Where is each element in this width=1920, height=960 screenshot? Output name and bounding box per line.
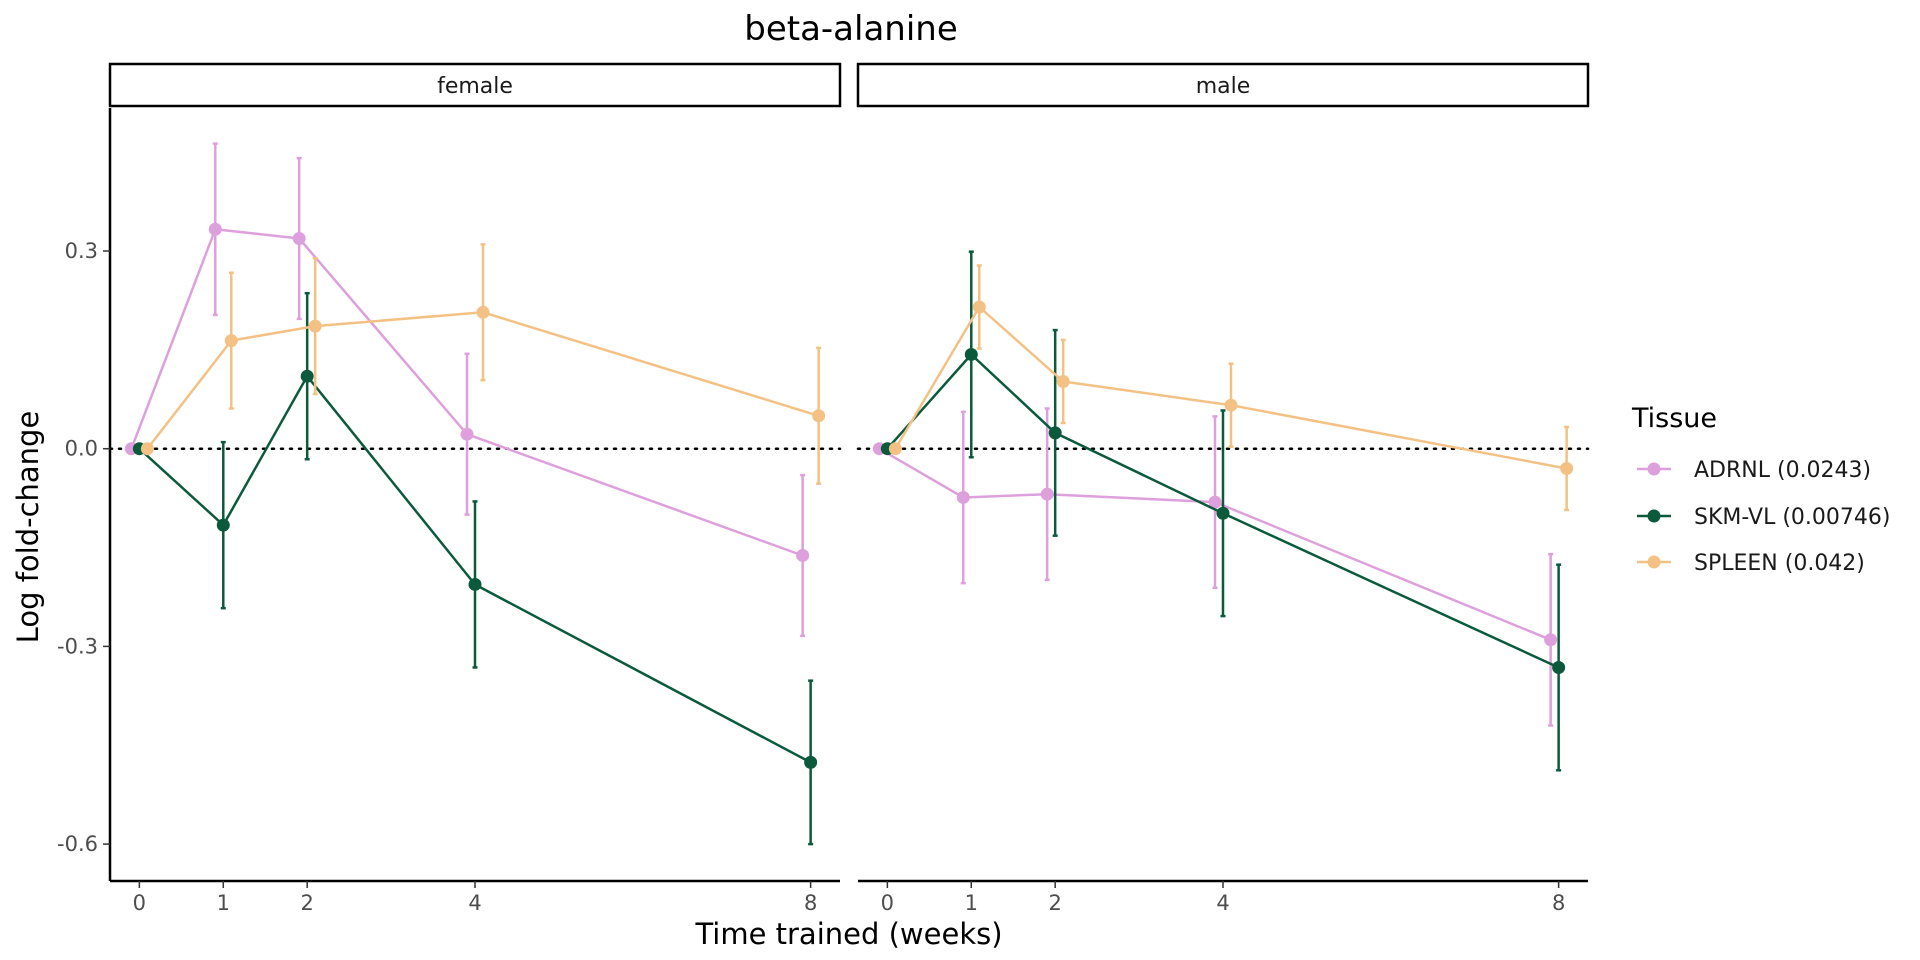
legend-key-point — [1647, 509, 1661, 523]
legend-item-spleen: SPLEEN (0.042) — [1637, 551, 1865, 576]
legend-key-point — [1647, 462, 1661, 476]
data-point-spleen — [888, 442, 902, 456]
legend-label-skm-vl: SKM-VL (0.00746) — [1694, 505, 1890, 530]
axes-layer: 0 1 2 4 8 0 1 2 4 8 0.3 0.0 -0.3 -0.6 — [57, 108, 1590, 915]
data-point-spleen — [972, 300, 986, 314]
data-point-skm-vl — [468, 577, 482, 591]
data-point-skm-vl — [964, 347, 978, 361]
data-point-adrnl — [1544, 633, 1558, 647]
y-tick-label: -0.3 — [57, 634, 98, 658]
data-point-spleen — [140, 442, 154, 456]
data-point-spleen — [1224, 398, 1238, 412]
strip-male-label: male — [1196, 74, 1251, 99]
strip-female-label: female — [437, 74, 513, 99]
legend-key-point — [1647, 555, 1661, 569]
y-tick-label: 0.0 — [65, 437, 98, 461]
x-axis-title: Time trained (weeks) — [694, 917, 1002, 951]
chart-title: beta-alanine — [744, 9, 958, 49]
strip-male-box — [856, 62, 1590, 108]
data-point-spleen — [308, 319, 322, 333]
data-point-skm-vl — [216, 518, 230, 532]
x-tick-label: 4 — [1216, 891, 1229, 915]
data-point-skm-vl — [1048, 426, 1062, 440]
x-tick-label: 8 — [804, 891, 817, 915]
legend-item-skm-vl: SKM-VL (0.00746) — [1637, 505, 1890, 530]
data-point-adrnl — [1208, 495, 1222, 509]
data-point-spleen — [1560, 461, 1574, 475]
x-tick-label: 1 — [217, 891, 230, 915]
legend-label-spleen: SPLEEN (0.042) — [1694, 551, 1865, 576]
legend-item-adrnl: ADRNL (0.0243) — [1637, 458, 1871, 483]
data-point-skm-vl — [1552, 660, 1566, 674]
y-axis-title: Log fold-change — [11, 411, 45, 644]
x-tick-label: 0 — [133, 891, 146, 915]
data-point-adrnl — [956, 490, 970, 504]
data-point-adrnl — [1040, 487, 1054, 501]
data-point-adrnl — [460, 427, 474, 441]
data-point-skm-vl — [1216, 506, 1230, 520]
legend-title: Tissue — [1631, 403, 1717, 434]
x-tick-label: 1 — [965, 891, 978, 915]
data-point-adrnl — [292, 231, 306, 245]
x-tick-label: 2 — [1048, 891, 1061, 915]
legend-label-adrnl: ADRNL (0.0243) — [1694, 458, 1871, 483]
data-point-adrnl — [796, 548, 810, 562]
data-point-spleen — [476, 305, 490, 319]
x-tick-label: 2 — [300, 891, 313, 915]
y-tick-label: -0.6 — [57, 832, 98, 856]
data-point-adrnl — [208, 222, 222, 236]
data-point-spleen — [1056, 374, 1070, 388]
y-tick-label: 0.3 — [65, 239, 98, 263]
x-tick-label: 8 — [1552, 891, 1565, 915]
x-tick-label: 0 — [881, 891, 894, 915]
x-tick-label: 4 — [468, 891, 481, 915]
data-point-spleen — [812, 409, 826, 423]
strip-female-box — [108, 62, 842, 108]
data-point-spleen — [224, 334, 238, 348]
data-point-skm-vl — [300, 369, 314, 383]
data-point-skm-vl — [804, 755, 818, 769]
data-layer — [124, 142, 1574, 846]
legend: Tissue ADRNL (0.0243) SKM-VL (0.00746) S… — [1631, 403, 1890, 576]
